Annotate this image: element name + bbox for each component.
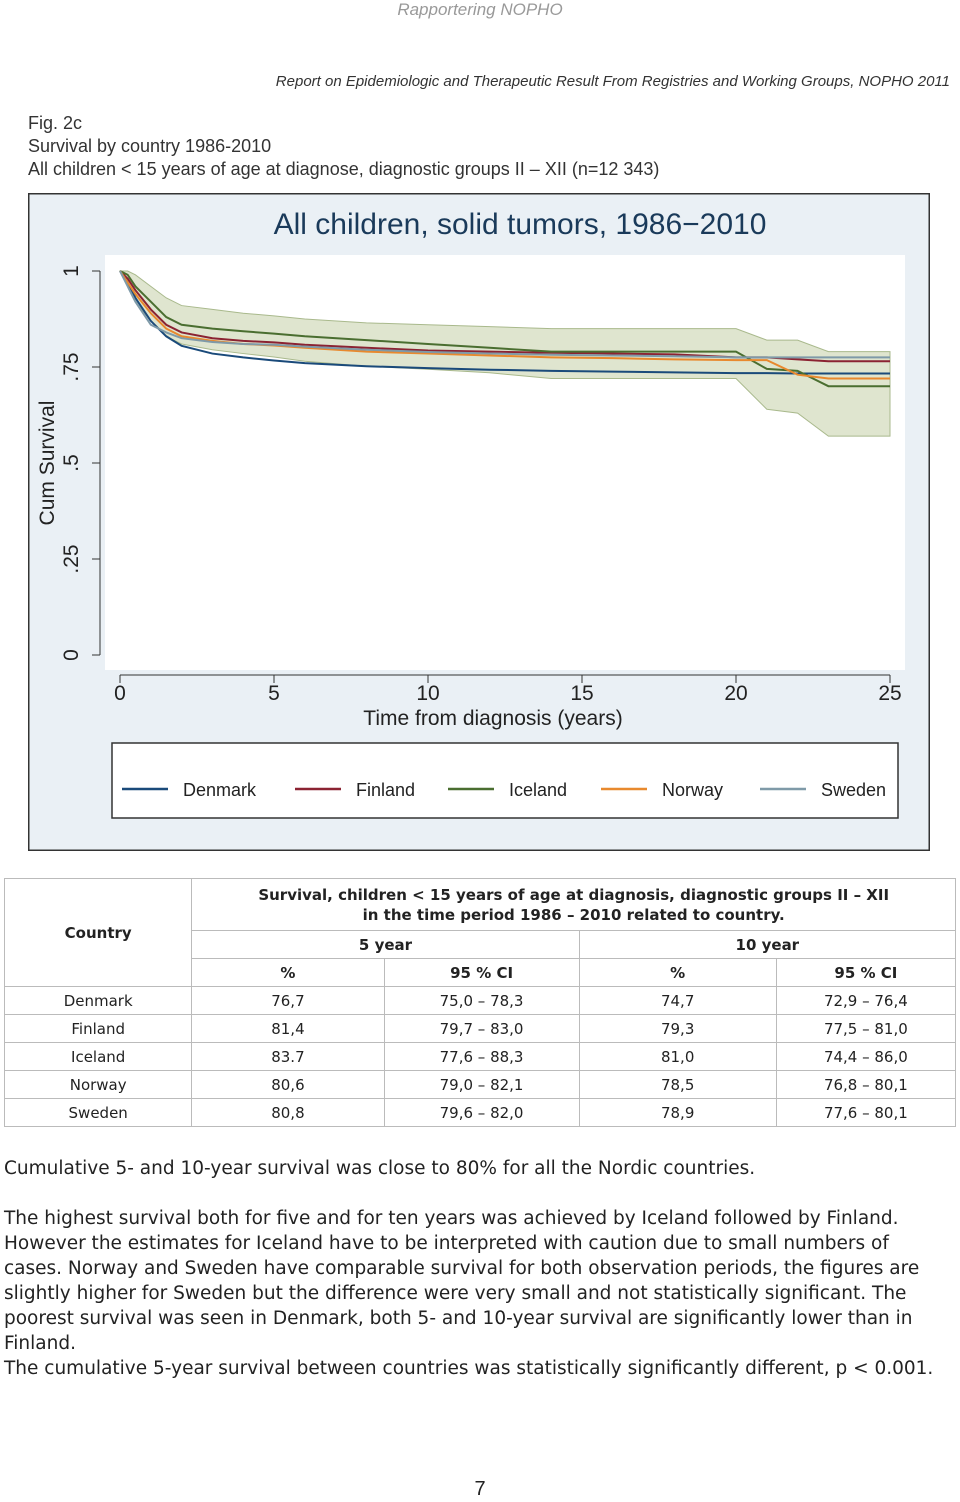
survival-line — [119, 270, 890, 380]
table-row: % 95 % CI% 95 % CI — [5, 958, 957, 987]
survival-line — [119, 270, 890, 359]
survival-table: Country Survival, children < 15 years of … — [3, 878, 957, 1127]
table-cell: 80,6 — [191, 1070, 385, 1099]
x-tick-label: 0 — [114, 682, 126, 705]
table-row: 5 year 10 year — [5, 930, 957, 959]
table-cell: 77,5 – 81,0 — [775, 1014, 957, 1043]
figure-caption: All children < 15 years of age at diagno… — [28, 159, 660, 179]
table-cell: 74,7 — [578, 986, 777, 1015]
table-row: Country Survival, children < 15 years of … — [3, 878, 956, 987]
paragraph: The highest survival both for five and f… — [4, 1208, 920, 1354]
table-row: Iceland 83.7 77,6 – 88,3 81,0 74,4 – 86,0 — [3, 1042, 957, 1071]
survival-line — [119, 270, 890, 388]
table-cell: 80,8 — [191, 1098, 385, 1127]
table-cell: Sweden — [3, 1098, 193, 1127]
legend-label: Sweden — [821, 780, 886, 800]
legend-label: Iceland — [509, 780, 567, 800]
y-tick-label: .5 — [60, 454, 83, 472]
table-cell: 79,7 – 83,0 — [383, 1014, 580, 1043]
table-cell: 5 year — [191, 930, 580, 959]
table-cell: 75,0 – 78,3 — [383, 986, 580, 1015]
table-title: Survival, children < 15 years of age at … — [258, 885, 890, 904]
table-cell: 81,4 — [191, 1014, 385, 1043]
x-tick-label: 20 — [724, 682, 747, 705]
table-cell: Norway — [3, 1070, 193, 1099]
table-cell: 81,0 — [578, 1042, 777, 1071]
legend-label: Norway — [662, 780, 723, 800]
legend-label: Finland — [356, 780, 415, 800]
table-cell: % — [191, 958, 385, 987]
table-cell: 77,6 – 88,3 — [383, 1042, 580, 1071]
report-title: Report on Epidemiologic and Therapeutic … — [275, 73, 950, 90]
table-cell: 95 % CI — [775, 958, 957, 987]
x-tick-label: 5 — [268, 682, 280, 705]
figure-caption: Fig. 2c — [28, 113, 83, 133]
figure-caption: Survival by country 1986-2010 — [28, 136, 272, 156]
table-cell: 72,9 – 76,4 — [775, 986, 957, 1015]
y-tick-label: .75 — [60, 352, 83, 381]
table-cell: Iceland — [3, 1042, 193, 1071]
table-cell: 83.7 — [191, 1042, 385, 1071]
table-cell: 95 % CI — [383, 958, 580, 987]
legend-label: Denmark — [183, 780, 257, 800]
table-row: Denmark 76,7 75,0 – 78,3 74,7 72,9 – 76,4 — [3, 986, 957, 1015]
page-number: 7 — [474, 1478, 486, 1500]
x-tick-label: 15 — [570, 682, 593, 705]
table-title: in the time period 1986 – 2010 related t… — [362, 905, 785, 924]
table-cell: 79,6 – 82,0 — [383, 1098, 580, 1127]
table-cell: 79,0 – 82,1 — [383, 1070, 580, 1099]
table-row: Sweden 80,8 79,6 – 82,0 78,9 77,6 – 80,1 — [3, 1098, 957, 1127]
y-tick-label: 0 — [60, 649, 83, 661]
table-cell: % — [578, 958, 777, 987]
table-cell: 77,6 – 80,1 — [775, 1098, 957, 1127]
paragraph: Cumulative 5- and 10-year survival was c… — [4, 1158, 756, 1179]
paragraph: The cumulative 5-year survival between c… — [4, 1358, 934, 1379]
x-tick-label: 25 — [878, 682, 901, 705]
table-cell: 74,4 – 86,0 — [775, 1042, 957, 1071]
running-title: Rapportering NOPHO — [397, 0, 563, 19]
table-row: Finland 81,4 79,7 – 83,0 79,3 77,5 – 81,0 — [3, 1014, 957, 1043]
table-cell: 76,7 — [191, 986, 385, 1015]
table-cell: Survival, children < 15 years of age at … — [191, 878, 956, 931]
y-axis-label: Cum Survival — [36, 401, 59, 526]
table-cell: 78,9 — [578, 1098, 777, 1127]
y-tick-label: 1 — [60, 265, 83, 277]
table-cell: 78,5 — [578, 1070, 777, 1099]
table-cell: 79,3 — [578, 1014, 777, 1043]
table-row: Norway 80,6 79,0 – 82,1 78,5 76,8 – 80,1 — [3, 1070, 957, 1099]
table-cell: Denmark — [3, 986, 193, 1015]
x-axis-label: Time from diagnosis (years) — [363, 707, 622, 730]
body-text: Cumulative 5- and 10-year survival was c… — [4, 1156, 939, 1381]
table-cell: Finland — [3, 1014, 193, 1043]
chart: All children, solid tumors, 1986−2010 Ti… — [28, 193, 930, 851]
table-cell: 10 year — [578, 930, 957, 959]
legend — [111, 742, 899, 819]
chart-title: All children, solid tumors, 1986−2010 — [274, 208, 767, 241]
y-tick-label: .25 — [60, 544, 83, 573]
table-cell: 76,8 – 80,1 — [775, 1070, 957, 1099]
table-cell: Country — [3, 878, 193, 987]
x-tick-label: 10 — [416, 682, 439, 705]
